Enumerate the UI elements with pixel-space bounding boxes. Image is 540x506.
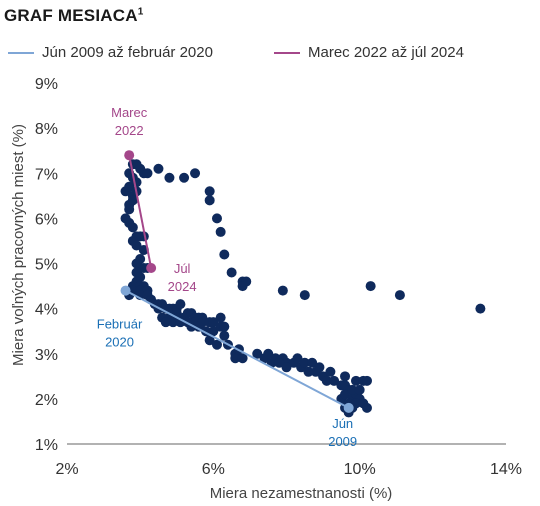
data-point [211,339,222,350]
footnote-mark: 1 [137,6,144,18]
data-point [307,357,318,368]
annotation-label: Júl [174,261,191,276]
series-endpoint [146,263,157,274]
legend-swatch-series-1 [8,51,34,54]
data-point [204,195,215,206]
chart-title: GRAF MESIACA1 [4,6,143,26]
legend-swatch-series-2 [274,51,300,54]
data-point [160,317,171,328]
y-tick-label: 6% [35,211,58,228]
data-point [252,348,263,359]
trend-lines [120,150,354,413]
data-point [303,366,314,377]
data-point [325,366,336,377]
data-point [211,213,222,224]
series-line-2 [128,155,153,269]
legend-item-series-1: Jún 2009 až február 2020 [8,44,213,61]
data-point [340,371,351,382]
data-point [193,321,204,332]
data-point [215,312,226,323]
data-point [179,172,190,183]
legend-label-series-2: Marec 2022 až júl 2024 [308,44,464,61]
data-point [219,330,230,341]
data-point [263,348,274,359]
series-endpoint [343,402,354,413]
data-point [168,317,179,328]
data-point [127,195,138,206]
y-tick-label: 2% [35,392,58,409]
data-point [329,375,340,386]
data-point [299,357,310,368]
data-point [124,204,135,215]
data-point [274,357,285,368]
data-point [127,222,138,233]
y-tick-label: 5% [35,257,58,274]
legend-label-series-1: Jún 2009 až február 2020 [42,44,213,61]
y-tick-label: 7% [35,166,58,183]
y-axis-label: Miera voľných pracovných miest (%) [10,124,27,366]
annotation-label: Marec [111,105,148,120]
y-tick-label: 1% [35,437,58,454]
legend: Jún 2009 až február 2020 Marec 2022 až j… [8,44,528,68]
legend-item-series-2: Marec 2022 až júl 2024 [274,44,464,61]
data-point [142,168,153,179]
y-tick-label: 4% [35,302,58,319]
data-point [208,317,219,328]
data-point [361,375,372,386]
annotation-label: 2020 [105,335,134,350]
data-point [347,384,358,395]
annotations: Marec 2022 Júl 2024 Február 2020 Jún 2009 [97,105,357,449]
data-point [340,389,351,400]
data-point [208,326,219,337]
data-point [237,353,248,364]
x-tick-label: 10% [344,461,376,478]
data-point [475,303,486,314]
chart-title-text: GRAF MESIACA [4,6,138,25]
data-point [281,362,292,373]
y-tick-label: 9% [35,76,58,93]
data-point [310,366,321,377]
data-point [361,402,372,413]
y-tick-label: 8% [35,121,58,138]
data-point [124,181,135,192]
data-point [204,335,215,346]
series-endpoint [124,150,135,161]
data-point [237,281,248,292]
y-tick-label: 3% [35,347,58,364]
data-point [226,267,237,278]
data-point [164,172,175,183]
data-point [365,281,376,292]
data-point [230,353,241,364]
x-tick-label: 6% [202,461,225,478]
x-tick-labels: 2% 6% 10% 14% [55,461,522,478]
data-point [219,321,230,332]
data-point [292,353,303,364]
annotation-label: Február [97,317,143,332]
data-point [351,375,362,386]
series-endpoint [120,285,131,296]
data-point [215,226,226,237]
x-axis-label: Miera nezamestnanosti (%) [210,485,393,502]
data-point [131,240,142,251]
y-tick-labels: 1% 2% 3% 4% 5% 6% 7% 8% 9% [35,76,58,454]
data-point [204,186,215,197]
x-tick-label: 2% [55,461,78,478]
series-line-1 [125,289,350,409]
data-point [175,299,186,310]
x-tick-label: 14% [490,461,522,478]
data-point [321,375,332,386]
data-point [394,290,405,301]
annotation-label: 2022 [115,123,144,138]
annotation-label: 2024 [168,279,197,294]
data-point [153,163,164,174]
annotation-label: Jún [332,416,353,431]
data-point [299,290,310,301]
data-point [219,249,230,260]
data-points [120,159,486,418]
data-point [190,168,201,179]
data-point [354,384,365,395]
data-point [277,285,288,296]
annotation-label: 2009 [328,434,357,449]
